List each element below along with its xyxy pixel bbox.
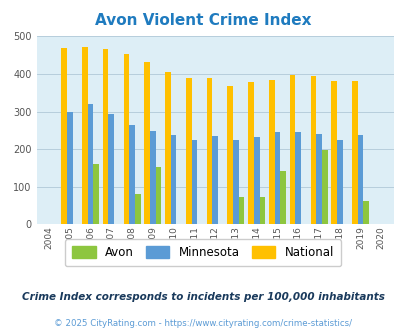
Text: Avon Violent Crime Index: Avon Violent Crime Index	[94, 13, 311, 28]
Bar	[171, 135, 176, 224]
Bar	[295, 132, 301, 224]
Legend: Avon, Minnesota, National: Avon, Minnesota, National	[65, 239, 340, 266]
Bar	[87, 104, 93, 224]
Bar	[227, 86, 232, 224]
Bar	[93, 164, 99, 224]
Bar	[238, 197, 244, 224]
Bar	[274, 132, 279, 224]
Bar	[165, 72, 171, 224]
Bar	[351, 81, 357, 224]
Bar	[212, 136, 217, 224]
Bar	[289, 75, 295, 224]
Bar	[144, 62, 150, 224]
Bar	[330, 81, 336, 224]
Bar	[279, 171, 285, 224]
Bar	[82, 47, 87, 224]
Bar	[247, 82, 253, 224]
Bar	[253, 137, 259, 224]
Bar	[259, 197, 264, 224]
Bar	[185, 79, 191, 224]
Bar	[61, 48, 67, 224]
Bar	[123, 53, 129, 224]
Bar	[357, 135, 362, 224]
Bar	[150, 131, 156, 224]
Bar	[336, 140, 342, 224]
Bar	[310, 76, 315, 224]
Text: Crime Index corresponds to incidents per 100,000 inhabitants: Crime Index corresponds to incidents per…	[21, 292, 384, 302]
Bar	[206, 79, 212, 224]
Bar	[321, 150, 327, 224]
Bar	[102, 49, 108, 224]
Bar	[156, 167, 161, 224]
Bar	[269, 80, 274, 224]
Bar	[134, 194, 140, 224]
Bar	[315, 134, 321, 224]
Bar	[232, 140, 238, 224]
Bar	[191, 140, 197, 224]
Bar	[108, 114, 114, 224]
Bar	[129, 125, 134, 224]
Text: © 2025 CityRating.com - https://www.cityrating.com/crime-statistics/: © 2025 CityRating.com - https://www.city…	[54, 319, 351, 328]
Bar	[362, 201, 368, 224]
Bar	[67, 112, 72, 224]
